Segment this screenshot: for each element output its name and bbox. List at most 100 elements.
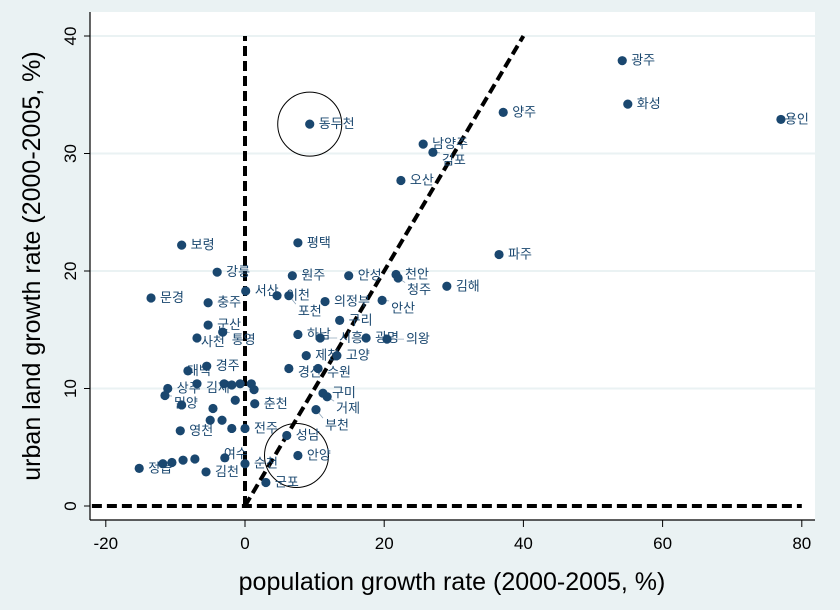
x-tick-label: -20: [94, 534, 119, 553]
data-point: [192, 379, 202, 389]
y-tick-label: 20: [61, 262, 80, 281]
data-point: [240, 459, 250, 469]
point-label: 강릉: [226, 265, 250, 280]
point-label: 태백: [187, 364, 211, 379]
point-label: 통영: [232, 333, 256, 348]
data-point: [240, 423, 250, 434]
data-point: [261, 477, 271, 488]
point-label: 파주: [508, 248, 532, 263]
data-point: [163, 383, 173, 394]
data-point: [396, 175, 406, 186]
point-label: 밀양: [174, 397, 198, 412]
point-label: 의정부: [334, 295, 370, 310]
data-point: [220, 453, 230, 463]
point-label: 사천: [201, 335, 225, 350]
data-point: [219, 379, 229, 389]
x-tick-label: 20: [375, 534, 394, 553]
point-label: 천안: [405, 268, 429, 283]
data-point: [305, 119, 315, 129]
point-label: 김제: [206, 381, 230, 396]
data-point: [393, 273, 403, 283]
data-point: [205, 415, 215, 425]
data-point: [335, 315, 345, 325]
highlight-circle: [277, 91, 343, 157]
point-label: 영천: [189, 424, 213, 439]
data-point: [146, 293, 156, 303]
data-point: [498, 107, 508, 117]
point-label: 군포: [275, 476, 299, 491]
point-label: 구리: [349, 313, 373, 328]
data-point: [190, 454, 200, 464]
point-label: 성남: [296, 429, 320, 444]
point-label: 안산: [391, 301, 415, 316]
point-label: 광주: [631, 54, 655, 69]
data-point: [201, 467, 211, 477]
data-point: [382, 334, 392, 344]
data-point: [202, 361, 212, 371]
point-label: 하남: [307, 327, 331, 342]
data-point: [313, 363, 323, 374]
data-point: [235, 379, 245, 389]
y-ticks: 0 10 20 30 40: [61, 27, 90, 511]
point-label: 용인: [785, 112, 809, 127]
point-label: 구미: [332, 386, 356, 401]
data-point: [287, 271, 297, 281]
data-point: [208, 403, 218, 414]
point-label: 포천: [298, 305, 322, 320]
point-label: 충주: [217, 296, 241, 311]
x-tick-label: 60: [653, 534, 672, 553]
data-point: [192, 333, 202, 343]
point-label: 김포: [442, 153, 466, 168]
data-point: [175, 426, 185, 436]
data-point: [293, 450, 303, 461]
x-tick-label: 0: [240, 534, 249, 553]
point-label: 동두천: [319, 117, 355, 132]
data-point: [320, 296, 330, 307]
point-label: 오산: [410, 174, 434, 189]
point-label: 수원: [327, 366, 351, 381]
data-point: [212, 267, 222, 277]
data-point: [203, 320, 213, 330]
data-point: [494, 249, 504, 260]
data-point: [177, 400, 187, 410]
data-point: [282, 430, 292, 441]
point-label: 춘천: [264, 397, 288, 412]
y-tick-label: 40: [61, 27, 80, 46]
plot-area: [90, 12, 815, 520]
y-tick-label: 30: [61, 144, 80, 163]
point-label: 문경: [160, 291, 184, 306]
point-label: 이천: [286, 289, 310, 304]
x-tick-label: 80: [792, 534, 811, 553]
y-tick-label: 10: [61, 379, 80, 398]
point-label: 안양: [307, 448, 331, 463]
data-point: [218, 327, 228, 337]
data-point: [377, 295, 387, 305]
point-label: 의왕: [406, 332, 430, 347]
data-point: [311, 405, 321, 415]
data-point: [227, 380, 237, 390]
point-label: 원주: [301, 269, 325, 284]
data-point: [183, 366, 193, 376]
y-axis-title: urban land growth rate (2000-2005, %): [18, 51, 46, 480]
data-point: [177, 240, 187, 250]
data-point: [442, 281, 452, 291]
highlight-circles: [264, 91, 343, 488]
point-label: 청주: [407, 283, 431, 298]
point-label: 서산: [255, 284, 279, 299]
data-points: [134, 56, 786, 488]
data-point: [332, 351, 342, 361]
point-label: 안성: [358, 269, 382, 284]
data-point: [241, 286, 251, 296]
point-label: 김해: [456, 279, 480, 294]
point-label: 거제: [336, 402, 360, 417]
data-point: [322, 392, 332, 402]
x-axis-title: population growth rate (2000-2005, %): [239, 568, 666, 596]
point-label: 양주: [512, 105, 536, 120]
point-label: 부천: [325, 419, 349, 434]
highlight-circle: [264, 422, 330, 488]
point-label: 광명: [375, 331, 399, 346]
axes: [89, 12, 815, 521]
data-point: [227, 423, 237, 434]
data-point: [284, 363, 294, 374]
